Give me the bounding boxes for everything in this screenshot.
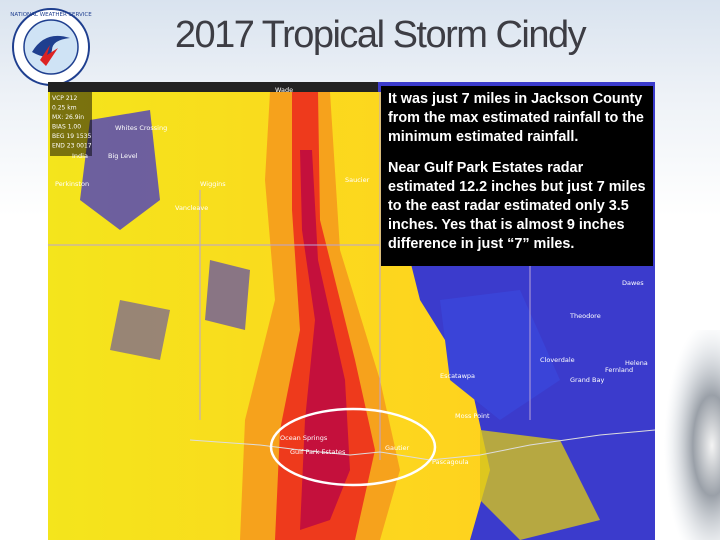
place-label: Gulf Park Estates — [290, 448, 346, 456]
place-label: Escatawpa — [440, 372, 475, 380]
radar-info: MX: 26.9in — [52, 114, 84, 121]
place-label: Vancleave — [175, 204, 208, 212]
radar-info: END 23 0017 — [52, 143, 92, 150]
place-label: Fernland — [605, 366, 633, 374]
slide-title: 2017 Tropical Storm Cindy — [174, 14, 587, 56]
callout-paragraph: It was just 7 miles in Jackson County fr… — [388, 91, 644, 145]
place-label: Gautier — [385, 444, 409, 452]
place-label: Theodore — [569, 312, 601, 320]
place-label: Cloverdale — [540, 356, 575, 364]
place-label: Whites Crossing — [115, 124, 167, 132]
place-label: Perkinston — [55, 180, 89, 188]
place-label: Big Level — [108, 152, 138, 160]
place-label: Moss Point — [455, 412, 490, 420]
radar-info: VCP 212 — [52, 95, 77, 102]
place-label: India — [72, 152, 88, 160]
callout-box: It was just 7 miles in Jackson County fr… — [381, 86, 653, 266]
radar-info: BEG 19 1535 — [52, 133, 91, 140]
place-label: Ocean Springs — [280, 434, 328, 442]
place-label: Dawes — [622, 279, 644, 287]
place-label: Pascagoula — [432, 458, 469, 466]
callout-paragraph: Near Gulf Park Estates radar estimated 1… — [388, 160, 646, 252]
place-label: Saucier — [345, 176, 370, 184]
radar-info: BIAS 1.00 — [52, 124, 81, 131]
radar-info: 0.25 km — [52, 105, 77, 112]
place-label: Helena — [625, 359, 648, 367]
place-label: Wiggins — [200, 180, 226, 188]
logo: NATIONAL WEATHER SERVICE — [10, 8, 92, 86]
place-label: Grand Bay — [570, 376, 604, 384]
place-label: Wade — [275, 86, 293, 94]
logo-text: NATIONAL WEATHER SERVICE — [10, 12, 92, 18]
